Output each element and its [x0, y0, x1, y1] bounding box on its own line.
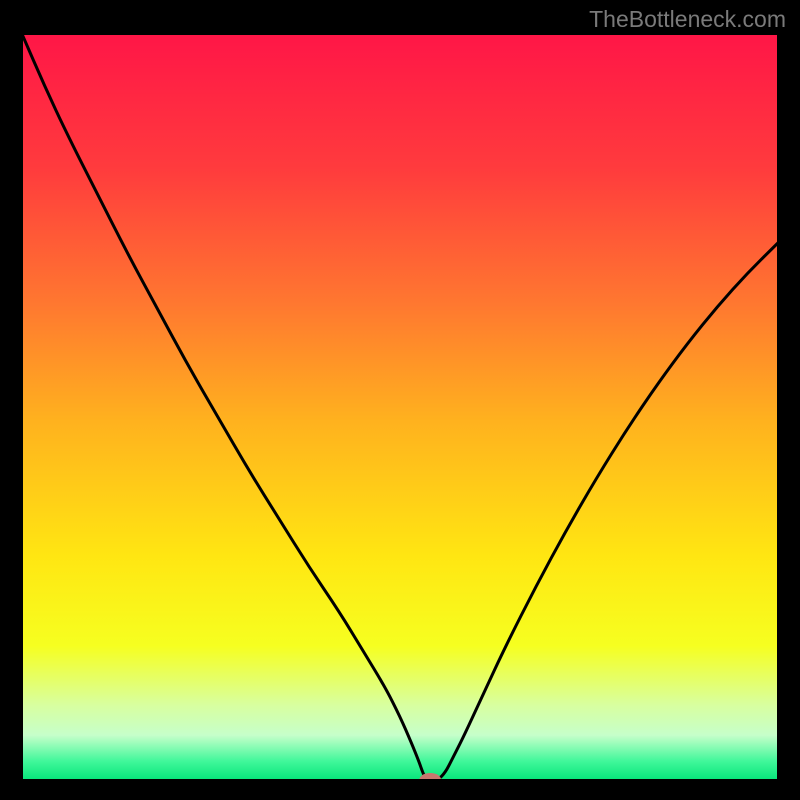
chart-container: TheBottleneck.com: [0, 0, 800, 800]
watermark-text: TheBottleneck.com: [589, 6, 786, 33]
bottleneck-chart: [0, 0, 800, 800]
chart-gradient-background: [22, 34, 778, 780]
